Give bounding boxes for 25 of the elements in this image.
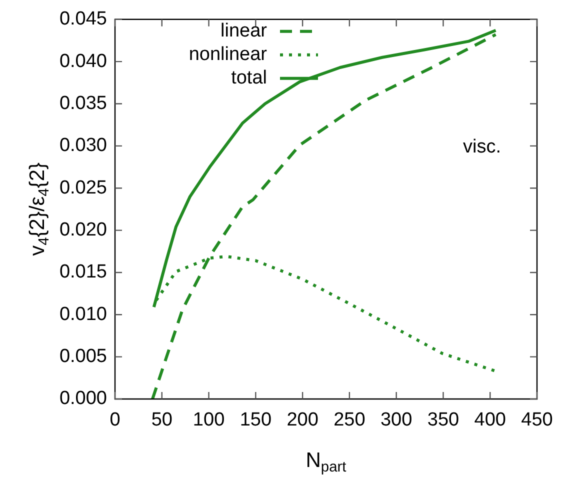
x-tick-label: 400 bbox=[474, 410, 506, 431]
legend-label: total bbox=[231, 68, 268, 89]
x-tick-label: 200 bbox=[286, 410, 318, 431]
y-tick-label: 0.025 bbox=[59, 177, 107, 198]
x-tick-label: 50 bbox=[151, 410, 172, 431]
legend-label: nonlinear bbox=[188, 44, 268, 66]
y-tick-label: 0.015 bbox=[59, 262, 107, 283]
legend-label: linear bbox=[220, 20, 268, 42]
y-tick-label: 0.010 bbox=[59, 304, 107, 325]
x-tick-label: 450 bbox=[521, 410, 553, 431]
y-tick-label: 0.040 bbox=[59, 50, 107, 72]
y-tick-label: 0.005 bbox=[59, 346, 107, 368]
x-tick-label: 350 bbox=[427, 410, 460, 431]
y-axis-title: v4{2}/ε4{2} bbox=[26, 162, 52, 256]
x-tick-label: 100 bbox=[192, 410, 225, 431]
x-tick-label: 150 bbox=[240, 410, 272, 431]
y-tick-label: 0.045 bbox=[59, 8, 107, 30]
x-tick-label: 0 bbox=[110, 410, 120, 431]
y-tick-label: 0.035 bbox=[59, 92, 107, 114]
y-tick-label: 0.030 bbox=[59, 135, 107, 156]
x-tick-label: 300 bbox=[380, 410, 412, 431]
y-tick-label: 0.020 bbox=[59, 220, 107, 241]
annotation: visc. bbox=[463, 136, 501, 158]
y-tick-label: 0.000 bbox=[59, 388, 107, 410]
x-tick-label: 250 bbox=[334, 410, 366, 431]
